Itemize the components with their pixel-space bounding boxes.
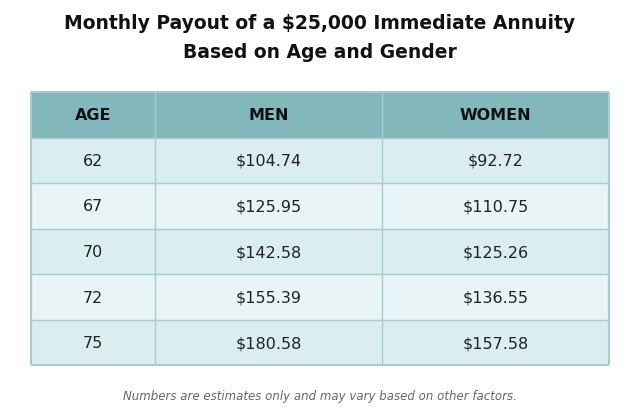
Bar (31, 184, 155, 229)
Bar (155, 320, 382, 366)
Text: MEN: MEN (248, 108, 289, 123)
Text: $92.72: $92.72 (468, 154, 524, 169)
Text: AGE: AGE (75, 108, 111, 123)
Text: $155.39: $155.39 (236, 290, 301, 305)
Bar (155, 275, 382, 320)
Bar (155, 138, 382, 184)
Bar (155, 93, 382, 138)
Text: $110.75: $110.75 (463, 199, 529, 214)
Bar (382, 93, 609, 138)
Bar (155, 229, 382, 275)
Text: $125.26: $125.26 (463, 244, 529, 259)
Text: 70: 70 (83, 244, 103, 259)
Bar (31, 229, 155, 275)
Text: Numbers are estimates only and may vary based on other factors.: Numbers are estimates only and may vary … (123, 389, 517, 402)
Text: $157.58: $157.58 (463, 335, 529, 350)
Bar (31, 138, 155, 184)
Bar (382, 275, 609, 320)
Bar (382, 184, 609, 229)
Text: WOMEN: WOMEN (460, 108, 531, 123)
Bar (382, 138, 609, 184)
Text: $142.58: $142.58 (236, 244, 301, 259)
Text: 62: 62 (83, 154, 103, 169)
Bar (382, 320, 609, 366)
Text: 75: 75 (83, 335, 103, 350)
Text: $104.74: $104.74 (236, 154, 301, 169)
Text: Based on Age and Gender: Based on Age and Gender (183, 43, 457, 62)
Text: $125.95: $125.95 (236, 199, 301, 214)
Text: Monthly Payout of a $25,000 Immediate Annuity: Monthly Payout of a $25,000 Immediate An… (65, 14, 575, 33)
Bar (382, 229, 609, 275)
Bar (31, 275, 155, 320)
Text: $136.55: $136.55 (463, 290, 529, 305)
Text: 72: 72 (83, 290, 103, 305)
Text: $180.58: $180.58 (236, 335, 301, 350)
Bar (31, 93, 155, 138)
Bar (155, 184, 382, 229)
Text: 67: 67 (83, 199, 103, 214)
Bar (31, 320, 155, 366)
